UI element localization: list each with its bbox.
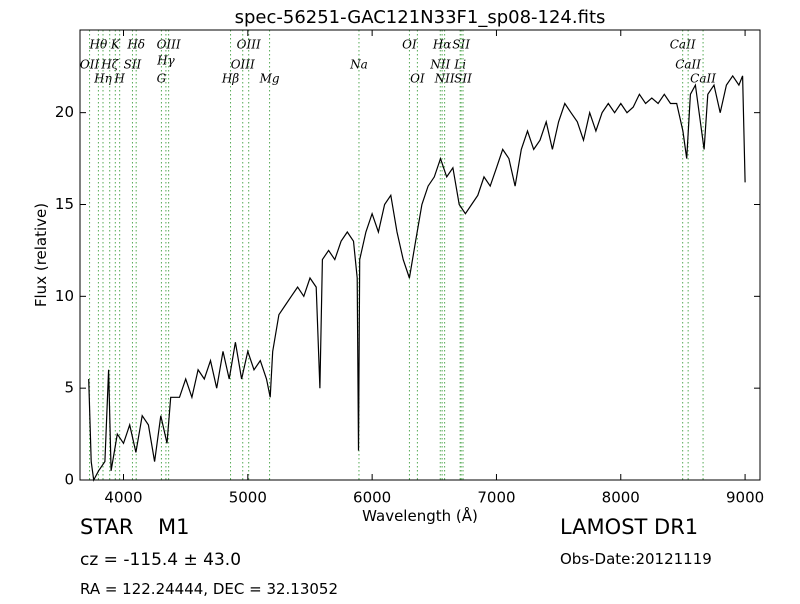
spectral-line-label: Hη	[93, 72, 112, 86]
coordinates: RA = 122.24444, DEC = 32.13052	[80, 580, 338, 598]
x-tick-label: 8000	[602, 489, 640, 507]
spectral-line-label: SII	[454, 72, 472, 86]
y-tick-label: 10	[55, 287, 74, 305]
y-tick-label: 5	[64, 379, 74, 397]
spectral-line-label: H	[113, 72, 125, 86]
spectral-line-label: CaII	[675, 58, 701, 72]
spectral-line-label: SII	[452, 38, 470, 52]
x-axis-label: Wavelength (Å)	[362, 506, 478, 525]
spectral-line-label: CaII	[690, 72, 716, 86]
spectral-line-label: Hδ	[126, 38, 145, 52]
spectral-line-label: Hζ	[100, 58, 119, 72]
spectral-line-label: Hβ	[221, 72, 239, 86]
spectral-line-label: CaII	[670, 38, 696, 52]
spectral-line-label: K	[110, 38, 121, 52]
x-tick-label: 5000	[229, 489, 267, 507]
spectral-line-label: NII	[434, 72, 455, 86]
plot-frame	[79, 29, 761, 481]
spectral-line-label: OIII	[157, 38, 181, 52]
obs-date: Obs-Date:20121119	[560, 550, 712, 568]
spectrum	[88, 74, 746, 482]
spectral-line-label: OII	[80, 58, 100, 72]
y-tick-label: 15	[55, 195, 74, 213]
spectral-line-label: NII	[429, 58, 450, 72]
y-tick-label: 0	[64, 471, 74, 489]
y-axis-label: Flux (relative)	[32, 203, 50, 307]
spectral-line-label: OIII	[237, 38, 261, 52]
survey: LAMOST DR1	[560, 515, 698, 539]
y-tick-label: 20	[55, 103, 74, 121]
x-tick-label: 9000	[726, 489, 764, 507]
spectral-line-label: G	[157, 72, 167, 86]
spectral-line-label: OI	[410, 72, 425, 86]
spectral-line-label: Hθ	[89, 38, 108, 52]
spectral-line-label: Hα	[432, 38, 452, 52]
spectral-line-label: SII	[124, 58, 142, 72]
spectral-line-label: Li	[453, 58, 466, 72]
spectral-line-label: Na	[349, 58, 368, 72]
spectral-line-label: OIII	[231, 58, 255, 72]
object-subclass: M1	[158, 515, 189, 539]
object-class: STAR	[80, 515, 133, 539]
spectral-line-label: Mg	[259, 72, 280, 86]
spectral-line-label: Hγ	[156, 54, 175, 68]
x-tick-label: 7000	[477, 489, 515, 507]
chart-title: spec-56251-GAC121N33F1_sp08-124.fits	[235, 7, 606, 28]
spectral-line-label: OI	[402, 38, 417, 52]
redshift: cz = -115.4 ± 43.0	[80, 550, 241, 570]
x-tick-label: 4000	[104, 489, 142, 507]
x-tick-label: 6000	[353, 489, 391, 507]
